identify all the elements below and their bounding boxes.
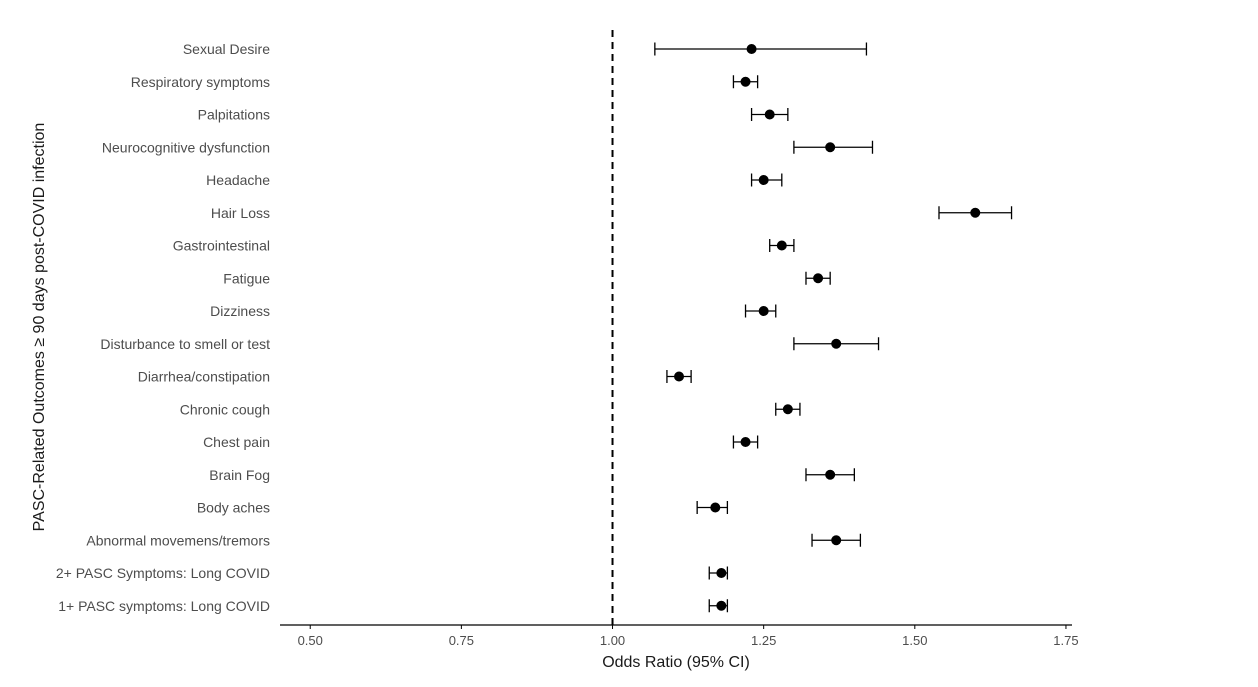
- forest-row: Gastrointestinal: [173, 238, 795, 254]
- odds-ratio-point: [710, 502, 721, 513]
- forest-row: Abnormal movemens/tremors: [86, 532, 862, 548]
- row-label: Dizziness: [210, 303, 270, 319]
- row-label: 1+ PASC symptoms: Long COVID: [58, 598, 270, 614]
- forest-row: Body aches: [197, 500, 729, 516]
- x-tick-label: 1.50: [902, 633, 927, 648]
- odds-ratio-point: [764, 109, 775, 120]
- x-tick-label: 1.75: [1053, 633, 1078, 648]
- x-axis: 0.50 0.75 1.00 1.25 1.50 1.75: [280, 624, 1079, 648]
- forest-row: Headache: [206, 172, 783, 188]
- forest-row: Dizziness: [210, 303, 777, 319]
- forest-row: Sexual Desire: [183, 41, 868, 57]
- x-tick-label: 0.75: [449, 633, 474, 648]
- row-label: Brain Fog: [209, 467, 270, 483]
- odds-ratio-point: [831, 338, 842, 349]
- odds-ratio-point: [716, 568, 727, 578]
- forest-row: Brain Fog: [209, 467, 856, 483]
- forest-row: Chest pain: [203, 434, 759, 450]
- data-rows: Sexual Desire Respiratory symptoms Palpita…: [56, 41, 1013, 614]
- forest-row: Fatigue: [223, 270, 831, 286]
- forest-row: Neurocognitive dysfunction: [102, 139, 874, 155]
- odds-ratio-point: [758, 306, 769, 316]
- odds-ratio-point: [740, 76, 751, 87]
- x-tick-label: 0.50: [298, 633, 323, 648]
- row-label: Disturbance to smell or test: [100, 336, 270, 352]
- odds-ratio-point: [758, 175, 769, 185]
- forest-row: Disturbance to smell or test: [100, 336, 880, 352]
- odds-ratio-point: [746, 44, 757, 54]
- forest-row: Diarrhea/constipation: [138, 369, 692, 385]
- x-tick-label: 1.00: [600, 633, 625, 648]
- row-label: Chest pain: [203, 434, 270, 450]
- row-label: Gastrointestinal: [173, 238, 270, 254]
- row-label: 2+ PASC Symptoms: Long COVID: [56, 565, 270, 581]
- row-label: Headache: [206, 172, 270, 188]
- forest-row: Palpitations: [198, 107, 789, 123]
- forest-row: 1+ PASC symptoms: Long COVID: [58, 598, 729, 614]
- odds-ratio-point: [716, 600, 727, 611]
- odds-ratio-point: [740, 437, 751, 447]
- x-axis-title: Odds Ratio (95% CI): [602, 654, 750, 671]
- odds-ratio-point: [782, 404, 793, 415]
- row-label: Fatigue: [223, 270, 270, 286]
- row-label: Abnormal movemens/tremors: [86, 532, 270, 548]
- row-label: Body aches: [197, 500, 270, 516]
- odds-ratio-point: [831, 535, 842, 546]
- forest-row: 2+ PASC Symptoms: Long COVID: [56, 565, 729, 581]
- odds-ratio-point: [813, 273, 824, 284]
- odds-ratio-point: [674, 371, 685, 382]
- row-label: Hair Loss: [211, 205, 270, 221]
- row-label: Palpitations: [198, 107, 270, 123]
- y-axis-title: PASC-Related Outcomes ≥ 90 days post-COV…: [31, 123, 48, 532]
- forest-row: Chronic cough: [180, 401, 801, 417]
- odds-ratio-point: [970, 207, 981, 218]
- row-label: Chronic cough: [180, 401, 270, 417]
- odds-ratio-point: [825, 142, 836, 153]
- forest-row: Respiratory symptoms: [131, 74, 759, 90]
- row-label: Neurocognitive dysfunction: [102, 139, 270, 155]
- forest-row: Hair Loss: [211, 205, 1013, 221]
- odds-ratio-point: [825, 469, 836, 480]
- row-label: Diarrhea/constipation: [138, 369, 270, 385]
- row-label: Respiratory symptoms: [131, 74, 270, 90]
- odds-ratio-point: [776, 240, 787, 251]
- row-label: Sexual Desire: [183, 41, 270, 57]
- x-tick-label: 1.25: [751, 633, 776, 648]
